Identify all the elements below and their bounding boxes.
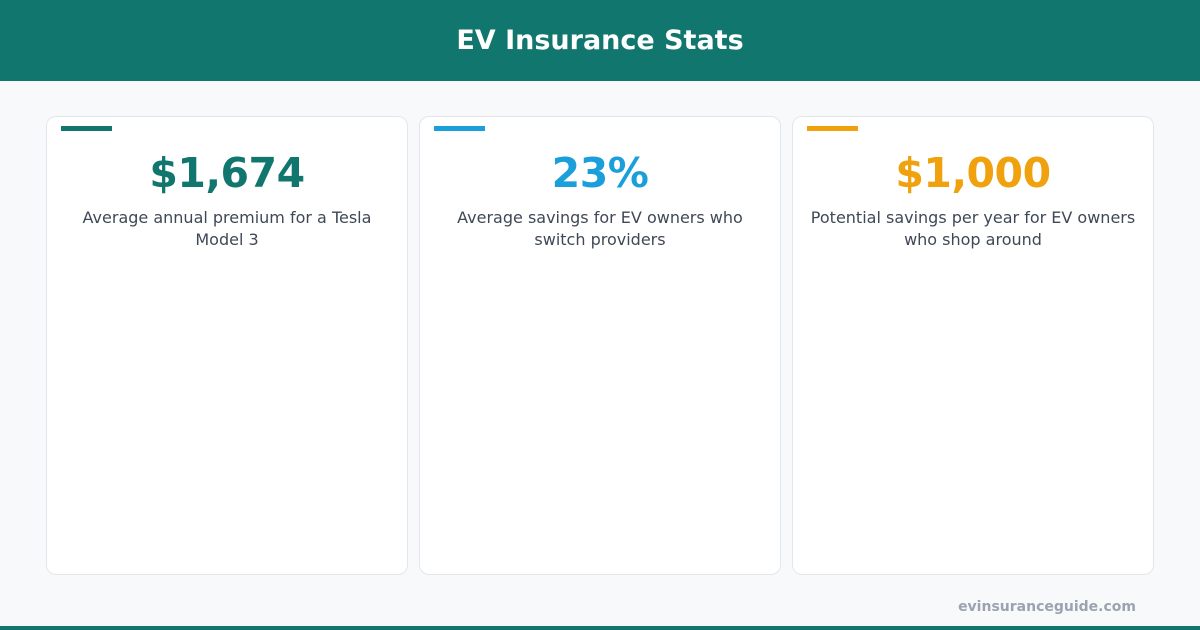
source: evinsuranceguide.com <box>958 599 1136 615</box>
header: EV Insurance Stats <box>0 0 1200 81</box>
stat-description: Average annual premium for a Tesla Model… <box>82 208 372 249</box>
stat-description: Average savings for EV owners who switch… <box>457 208 743 249</box>
stat-card: $1,000 Potential savings per year for EV … <box>792 116 1154 575</box>
stat-card: 23% Average savings for EV owners who swi… <box>419 116 781 575</box>
header-title: EV Insurance Stats <box>456 25 744 56</box>
stat-card: $1,674 Average annual premium for a Tesla… <box>46 116 408 575</box>
stat-value: $1,674 <box>149 149 305 197</box>
stat-value: 23% <box>551 149 649 197</box>
stat-description: Potential savings per year for EV owners… <box>810 208 1136 249</box>
accent-bar <box>61 126 112 131</box>
stat-value: $1,000 <box>895 149 1051 197</box>
card-row: $1,674 Average annual premium for a Tesla… <box>46 116 1154 575</box>
accent-bar <box>807 126 858 131</box>
bottom-strip <box>0 626 1200 630</box>
accent-bar <box>434 126 485 131</box>
